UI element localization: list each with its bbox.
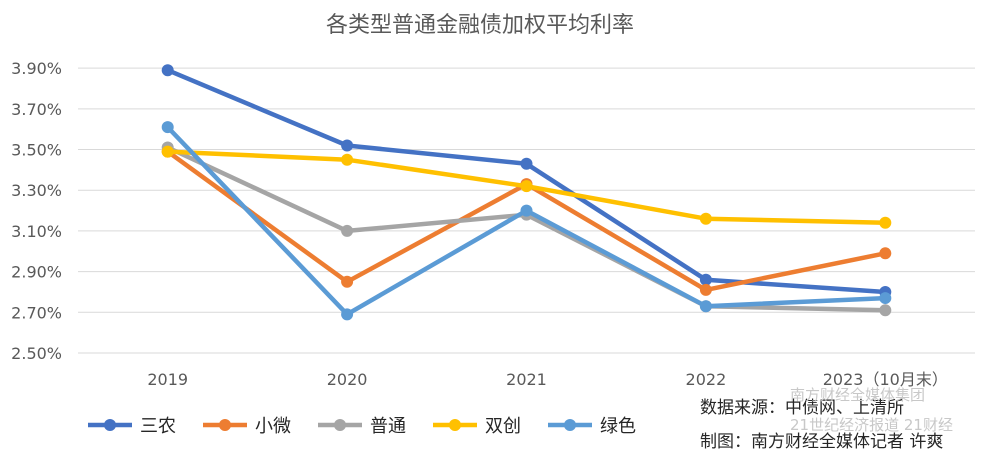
watermark-logo: 南方财经全媒体集团 21世纪经济报道 21财经 xyxy=(790,386,953,434)
series-lines xyxy=(161,64,892,321)
watermark-line2: 21世纪经济报道 21财经 xyxy=(790,416,953,434)
data-point xyxy=(699,300,712,313)
legend-item: 普通 xyxy=(318,416,406,437)
x-tick-label: 2021 xyxy=(506,370,547,389)
legend: 三农 小微 普通 双创 绿色 xyxy=(88,416,636,437)
y-axis-ticks: 2.50% 2.70% 2.90% 3.10% 3.30% 3.50% 3.70% 3.90% xyxy=(11,59,62,363)
watermark-line1: 南方财经全媒体集团 xyxy=(790,386,925,404)
x-tick-label: 2019 xyxy=(147,370,188,389)
data-point xyxy=(341,308,354,321)
x-tick-label: 2023（10月末） xyxy=(823,370,948,389)
data-point xyxy=(341,153,354,166)
y-tick-label: 3.30% xyxy=(11,181,62,200)
y-tick-label: 3.70% xyxy=(11,100,62,119)
data-point xyxy=(341,224,354,237)
x-tick-label: 2022 xyxy=(686,370,727,389)
data-point xyxy=(699,273,712,286)
x-tick-label: 2020 xyxy=(327,370,368,389)
legend-swatch-marker xyxy=(564,419,576,431)
y-tick-label: 3.50% xyxy=(11,141,62,160)
y-tick-label: 2.90% xyxy=(11,263,62,282)
data-point xyxy=(879,247,892,260)
y-tick-label: 3.90% xyxy=(11,59,62,78)
legend-swatch-marker xyxy=(104,419,116,431)
x-axis-ticks: 2019 2020 2021 2022 2023（10月末） xyxy=(147,370,948,389)
data-point xyxy=(161,64,174,77)
series-1 xyxy=(161,64,892,298)
source-note: 数据来源：中债网、上清所 xyxy=(700,398,904,418)
data-point xyxy=(879,304,892,317)
series-4 xyxy=(161,145,892,229)
y-tick-label: 2.50% xyxy=(11,344,62,363)
legend-swatch-marker xyxy=(219,419,231,431)
data-point xyxy=(161,145,174,158)
data-point xyxy=(520,157,533,170)
data-point xyxy=(161,121,174,134)
data-point xyxy=(699,283,712,296)
legend-swatch-marker xyxy=(449,419,461,431)
legend-item: 双创 xyxy=(433,416,521,437)
legend-label: 双创 xyxy=(485,416,521,437)
legend-label: 三农 xyxy=(140,416,176,437)
data-point xyxy=(520,180,533,193)
chart-title: 各类型普通金融债加权平均利率 xyxy=(326,13,634,38)
legend-label: 绿色 xyxy=(600,416,636,437)
data-point xyxy=(699,212,712,225)
legend-label: 普通 xyxy=(370,416,406,437)
y-tick-label: 2.70% xyxy=(11,303,62,322)
series-5 xyxy=(161,121,892,321)
data-point xyxy=(520,204,533,217)
data-point xyxy=(341,139,354,152)
data-point xyxy=(879,292,892,305)
legend-item: 小微 xyxy=(203,416,291,437)
legend-item: 三农 xyxy=(88,416,176,437)
legend-item: 绿色 xyxy=(548,416,636,437)
legend-label: 小微 xyxy=(255,416,291,437)
data-point xyxy=(341,275,354,288)
data-point xyxy=(879,216,892,229)
legend-swatch-marker xyxy=(334,419,346,431)
author-note: 制图：南方财经全媒体记者 许爽 xyxy=(700,432,943,452)
y-tick-label: 3.10% xyxy=(11,222,62,241)
